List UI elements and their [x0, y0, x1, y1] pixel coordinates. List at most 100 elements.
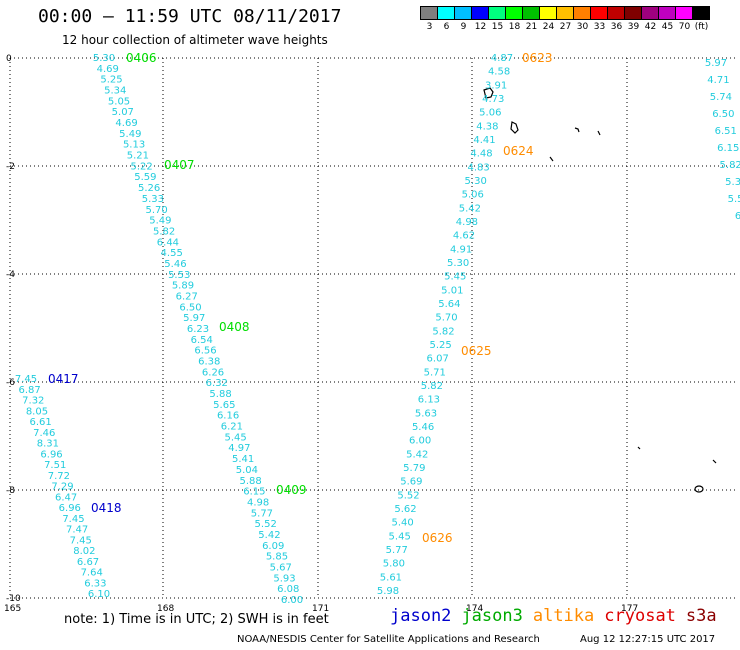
wave-height-value: 5.88	[209, 389, 231, 400]
wave-height-value: 5.77	[386, 545, 408, 556]
wave-height-value: 5.80	[383, 559, 405, 570]
wave-height-value: 5.71	[424, 367, 446, 378]
pass-time-label: 0418	[91, 501, 122, 515]
pass-time-label: 0626	[422, 531, 453, 545]
wave-height-value: 5.41	[232, 454, 254, 465]
credit-text: NOAA/NESDIS Center for Satellite Applica…	[237, 634, 540, 645]
wave-height-value: 5.59	[134, 172, 156, 183]
wave-height-value: 4.38	[476, 121, 498, 132]
pass-time-label: 0406	[126, 51, 157, 65]
wave-height-value: 5.49	[149, 216, 171, 227]
wave-height-value: 5.82	[432, 326, 454, 337]
island-outline	[597, 130, 601, 136]
wave-height-value: 7.45	[70, 535, 92, 546]
wave-height-value: 6.09	[262, 541, 284, 552]
wave-height-value: 6.15	[717, 143, 739, 154]
wave-height-value: 7.47	[66, 525, 88, 536]
wave-height-value: 4.55	[161, 248, 183, 259]
wave-height-value: 6.00	[281, 595, 303, 606]
pass-time-label: 0624	[503, 144, 534, 158]
wave-height-value: 6.15	[243, 487, 265, 498]
wave-height-value: 5.46	[412, 422, 434, 433]
wave-height-value: 6.54	[191, 335, 213, 346]
wave-height-value: 5.89	[172, 281, 194, 292]
wave-height-value: 7.45	[15, 374, 37, 385]
wave-height-value: 5.42	[459, 203, 481, 214]
wave-height-value: 5.42	[258, 530, 280, 541]
colorbar-label: 42	[644, 22, 657, 32]
colorbar-labels: 3 6 9 12 15 18 21 24 27 30 33 36 39 42 45 70 (ft)	[421, 22, 710, 32]
wave-height-value: 6.38	[198, 357, 220, 368]
colorbar-swatch	[692, 6, 710, 20]
wave-height-value: 4.62	[453, 231, 475, 242]
wave-height-value: 5.21	[127, 151, 149, 162]
legend-entry-s3a: s3a	[685, 606, 717, 626]
wave-height-value: 5.69	[400, 477, 422, 488]
legend-entry-cryosat: cryosat	[604, 606, 676, 626]
wave-height-value: 5.77	[251, 508, 273, 519]
wave-height-value: 6.13	[418, 395, 440, 406]
colorbar-label: 70	[678, 22, 691, 32]
wave-height-value: 7.45	[62, 514, 84, 525]
colorbar-label: 27	[559, 22, 572, 32]
wave-height-value: 8.31	[37, 439, 59, 450]
wave-height-value: 5.70	[146, 205, 168, 216]
colorbar-label: 39	[627, 22, 640, 32]
lon-tick-label: 168	[157, 604, 174, 614]
wave-height-value: 5.85	[266, 552, 288, 563]
wave-height-value: 4.41	[473, 135, 495, 146]
wave-height-value: 4.83	[467, 162, 489, 173]
colorbar-label: 3	[426, 22, 433, 32]
lat-tick-label: -4	[6, 270, 15, 280]
wave-height-value: 5.52	[255, 519, 277, 530]
wave-height-value: 5.74	[710, 92, 732, 103]
wave-height-value: 5.05	[108, 96, 130, 107]
colorbar-label: 21	[525, 22, 538, 32]
wave-height-value: 8.05	[26, 406, 48, 417]
legend-entry-altika: altika	[532, 606, 595, 626]
wave-height-value: 5.30	[93, 53, 115, 64]
wave-height-value: 4.91	[450, 244, 472, 255]
wave-height-value: 5.88	[240, 476, 262, 487]
lon-tick-label: 171	[312, 604, 329, 614]
lon-tick-label: 174	[466, 604, 483, 614]
legend-entry-jason3: jason3	[461, 606, 523, 626]
wave-height-value: 5.40	[391, 518, 413, 529]
wave-height-value: 6.50	[712, 109, 734, 120]
colorbar-label: 36	[610, 22, 623, 32]
wave-height-value: 5.53	[168, 270, 190, 281]
pass-time-label: 0408	[219, 320, 250, 334]
wave-height-value: 6.26	[202, 367, 224, 378]
lat-tick-label: -10	[6, 594, 21, 604]
wave-height-value: 7.32	[22, 396, 44, 407]
colorbar-label: 9	[460, 22, 467, 32]
wave-height-value: 6.32	[206, 378, 228, 389]
wave-height-value: 5.97	[183, 313, 205, 324]
wave-height-value: 3.91	[485, 80, 507, 91]
lat-tick-label: 0	[6, 54, 12, 64]
wave-height-value: 4.69	[115, 118, 137, 129]
wave-height-value: 5.01	[441, 285, 463, 296]
lon-tick-label: 177	[621, 604, 638, 614]
wave-height-value: 5.49	[119, 129, 141, 140]
wave-height-value: 6.23	[187, 324, 209, 335]
wave-height-value: 6.00	[409, 436, 431, 447]
pass-time-label: 0625	[461, 344, 492, 358]
wave-height-value: 6.47	[55, 492, 77, 503]
wave-height-value: 5.93	[273, 573, 295, 584]
wave-height-value: 5.82	[153, 226, 175, 237]
wave-height-value: 5.98	[377, 586, 399, 597]
wave-height-value: 5.13	[123, 140, 145, 151]
wave-height-value: 5.45	[224, 432, 246, 443]
wave-height-value: 4.58	[488, 67, 510, 78]
wave-height-value: 5.45	[444, 272, 466, 283]
wave-height-value: 7.46	[33, 428, 55, 439]
island-outline	[574, 127, 580, 133]
wave-height-value: 6.21	[221, 422, 243, 433]
note-text: note: 1) Time is in UTC; 2) SWH is in fe…	[64, 612, 329, 627]
wave-height-value: 6.10	[88, 589, 110, 600]
wave-height-value: 5.33	[142, 194, 164, 205]
wave-height-value: 7.29	[51, 482, 73, 493]
wave-height-value: 5.64	[438, 299, 460, 310]
colorbar-label: 45	[661, 22, 674, 32]
